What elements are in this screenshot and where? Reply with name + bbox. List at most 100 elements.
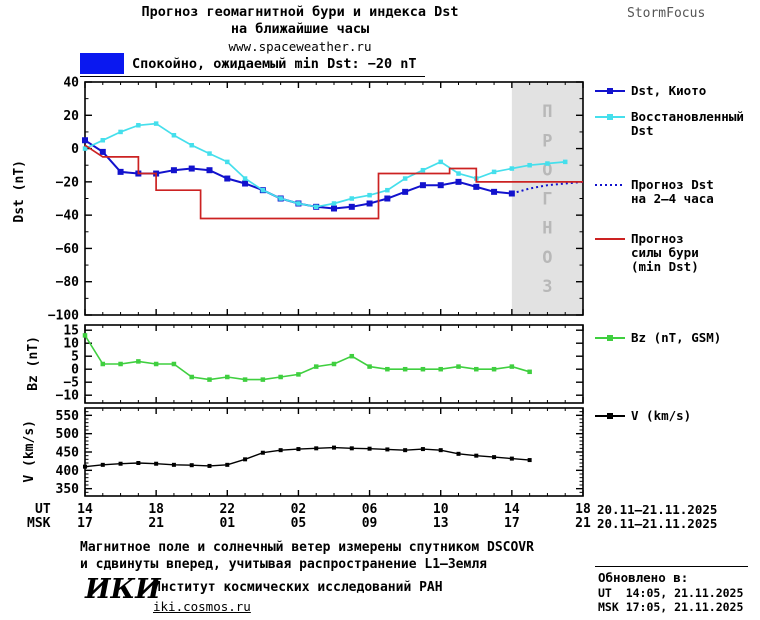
series-marker <box>473 183 480 190</box>
series-marker <box>508 190 515 197</box>
x-tick-label: 02 <box>290 502 307 517</box>
series-line <box>84 144 583 220</box>
brand-label: StormFocus <box>627 6 706 21</box>
status-underline <box>80 76 425 77</box>
site-url-link[interactable]: www.spaceweather.ru <box>228 39 372 54</box>
y-tick-label: −5 <box>63 376 79 391</box>
y-tick-label: 15 <box>63 324 79 339</box>
series-marker <box>456 364 461 369</box>
series-marker <box>260 450 265 455</box>
series-marker <box>171 133 177 138</box>
series-marker <box>313 204 319 210</box>
series-marker <box>437 182 444 189</box>
forecast-band-letter: О <box>542 160 552 180</box>
series-marker <box>278 196 283 201</box>
series-marker <box>82 137 88 144</box>
series-marker <box>136 123 141 128</box>
series-marker <box>402 366 408 372</box>
updated-label: Обновлено в: <box>598 570 689 585</box>
legend-series-icon <box>595 184 625 186</box>
series-marker <box>314 446 319 451</box>
series-marker <box>189 142 194 148</box>
series-marker <box>420 167 426 173</box>
page-title-block: Прогноз геомагнитной бури и индекса Dst … <box>55 4 545 54</box>
series-marker <box>313 364 319 369</box>
series-marker <box>402 188 409 195</box>
x-tick-label: 01 <box>219 516 236 531</box>
time-axis: UT MSK 14 17 18 21 22 01 02 05 06 09 10 13 14 17 18 21 … <box>0 502 760 532</box>
y-tick-label: 550 <box>56 409 80 424</box>
bz-axis-label: Bz (nT) <box>26 336 41 391</box>
y-tick-label: 400 <box>56 464 80 479</box>
series-marker <box>420 366 426 372</box>
series-marker <box>82 333 88 338</box>
series-marker <box>438 159 443 165</box>
series-marker <box>189 463 194 468</box>
updated-divider <box>595 566 748 567</box>
series-marker <box>438 448 443 453</box>
series-marker <box>349 446 354 451</box>
series-marker <box>118 361 123 367</box>
series-marker <box>331 201 337 206</box>
series-marker <box>349 353 355 359</box>
x-tick-label: 14 <box>504 502 520 517</box>
x-tick-label: 17 <box>504 516 520 531</box>
series-marker <box>117 168 124 175</box>
legend-item: V (km/s) <box>595 409 691 423</box>
legend-label: Bz (nT, GSM) <box>631 330 722 345</box>
legend-item: Dst, Киото <box>595 84 706 98</box>
series-marker <box>296 372 301 377</box>
v-axis-label: V (km/s) <box>22 420 37 483</box>
legend-label: Прогноз Dst на 2–4 часа <box>631 177 714 206</box>
legend-item: Прогноз Dst на 2–4 часа <box>595 178 714 206</box>
series-marker <box>491 169 497 175</box>
series-marker <box>332 445 336 450</box>
series-marker <box>348 203 355 210</box>
y-tick-label: 350 <box>56 482 80 497</box>
forecast-band-letter: З <box>542 277 552 297</box>
series-marker <box>366 200 373 207</box>
series-marker <box>153 121 159 126</box>
series-marker <box>419 182 426 189</box>
y-tick-label: 10 <box>63 337 79 352</box>
series-marker <box>100 462 105 467</box>
forecast-band-letter: О <box>542 248 552 268</box>
series-marker <box>207 463 212 468</box>
forecast-band-letter: Н <box>542 219 552 239</box>
institute-url-link[interactable]: iki.cosmos.ru <box>153 599 251 614</box>
legend-label: Восстановленный Dst <box>631 109 744 138</box>
x-tick-label: 13 <box>432 516 449 531</box>
series-marker <box>420 447 425 452</box>
series-marker <box>456 171 461 176</box>
v-chart: 550 500 450 400 350 <box>56 407 584 497</box>
legend-series-icon <box>595 88 625 94</box>
series-marker <box>367 192 372 198</box>
series-marker <box>474 453 479 458</box>
legend-label: Dst, Киото <box>631 83 707 98</box>
x-tick-label: 18 <box>148 502 164 517</box>
series-line <box>84 446 530 468</box>
series-marker <box>100 361 106 367</box>
status-row: Спокойно, ожидаемый min Dst: −20 nT <box>0 52 600 78</box>
series-marker <box>260 377 266 382</box>
series-marker <box>349 196 355 201</box>
msk-date-range: 20.11–21.11.2025 <box>597 516 718 531</box>
series-marker <box>207 151 212 156</box>
series-marker <box>171 361 177 367</box>
y-tick-label: −40 <box>56 209 80 224</box>
series-marker <box>189 374 194 380</box>
series-marker <box>136 461 141 465</box>
iki-logo: ИКИ <box>85 574 161 605</box>
series-marker <box>402 176 408 181</box>
series-marker <box>367 446 372 451</box>
series-marker <box>99 148 106 155</box>
page-subtitle: на ближайшие часы <box>230 21 370 37</box>
legend-series-icon <box>595 335 625 341</box>
x-tick-label: 17 <box>77 516 93 531</box>
ut-row-label: UT <box>35 502 51 517</box>
series-marker <box>474 366 479 372</box>
series-marker <box>224 175 231 182</box>
updated-time-msk: MSK 17:05, 21.11.2025 <box>598 600 744 614</box>
series-marker <box>278 374 283 380</box>
